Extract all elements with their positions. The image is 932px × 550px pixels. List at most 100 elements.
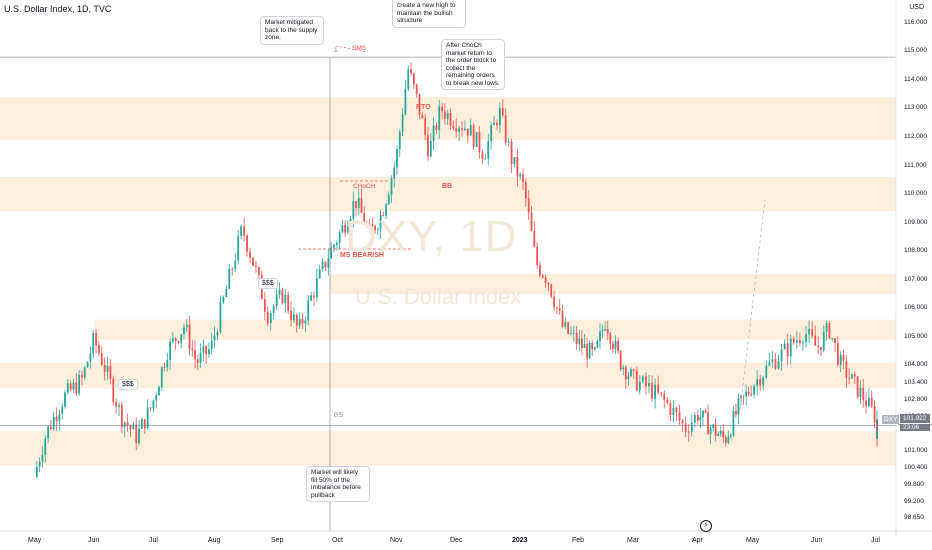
candle-body-81 (266, 311, 269, 324)
candle-body-197 (593, 347, 596, 350)
candle-body-3 (44, 438, 47, 455)
candle-body-172 (524, 182, 527, 199)
time-tick-label: Dec (450, 537, 463, 544)
candle-body-194 (586, 344, 588, 359)
countdown-tag: 23:06 (900, 424, 930, 431)
candle-body-126 (393, 167, 396, 179)
candle-body-162 (496, 122, 498, 126)
candle-body-61 (208, 349, 210, 355)
candle-body-89 (290, 310, 292, 321)
candle-body-58 (199, 352, 202, 363)
candle-body-130 (404, 88, 407, 115)
candle-body-155 (475, 132, 478, 147)
candle-body-69 (231, 268, 234, 270)
candle-body-244 (724, 437, 727, 444)
price-tick-label: 104.000 (904, 361, 928, 369)
candle-body-111 (352, 201, 355, 219)
candle-body-125 (390, 178, 393, 195)
candle-body-161 (493, 122, 495, 126)
candle-body-190 (575, 332, 578, 345)
candle-body-159 (487, 140, 490, 159)
candle-body-208 (622, 367, 625, 370)
candle-body-292 (862, 387, 865, 401)
candle-body-48 (171, 337, 174, 342)
candle-body-51 (180, 334, 183, 343)
candle-body-257 (759, 379, 762, 386)
candle-body-218 (651, 382, 653, 399)
candle-body-219 (654, 384, 656, 399)
candle-body-143 (441, 106, 443, 112)
candle-body-206 (617, 340, 619, 352)
price-tick-label: 115.000 (904, 47, 928, 55)
candle-body-52 (183, 327, 185, 335)
candle-body-200 (601, 330, 604, 332)
time-tick-label: Sep (271, 537, 284, 544)
candle-body-223 (666, 399, 669, 403)
symbol-tag: DXY (882, 415, 900, 424)
lightning-icon[interactable]: ⚡︎ (700, 520, 712, 532)
currency-label: USD (909, 4, 924, 11)
watermark-symbol: DXY, 1D (345, 212, 518, 261)
candle-body-205 (614, 340, 617, 349)
candle-body-251 (742, 395, 745, 397)
candle-body-50 (177, 341, 180, 343)
candle-body-154 (472, 125, 475, 147)
candle-body-103 (330, 247, 333, 259)
candle-body-253 (747, 391, 750, 395)
price-tick-label: 111.000 (904, 161, 927, 169)
candle-body-147 (452, 125, 455, 129)
candle-body-246 (729, 435, 732, 437)
candle-body-192 (581, 338, 583, 349)
price-tick-label: 112.000 (904, 133, 928, 141)
candle-body-226 (675, 407, 678, 413)
candle-body-279 (825, 323, 828, 332)
candle-body-31 (123, 422, 126, 428)
candle-body-74 (246, 235, 248, 252)
candle-body-102 (327, 258, 330, 268)
candle-body-213 (635, 370, 638, 391)
candle-body-45 (163, 367, 166, 368)
candle-body-82 (269, 313, 272, 324)
candle-body-47 (169, 341, 172, 361)
candle-body-139 (429, 140, 432, 157)
candle-body-16 (81, 374, 83, 378)
ms-bearish-label: MS BEARISH (340, 252, 384, 259)
time-tick-label: May (746, 537, 760, 544)
zone-3 (95, 319, 896, 340)
candle-body-164 (501, 108, 504, 116)
candle-body-177 (539, 264, 541, 276)
candle-body-86 (281, 289, 284, 304)
candle-body-150 (461, 128, 463, 131)
candle-body-252 (745, 391, 748, 397)
candle-body-237 (707, 412, 709, 435)
candle-body-145 (446, 113, 449, 119)
candles-layer (35, 62, 878, 478)
candle-body-120 (376, 229, 379, 231)
candle-body-131 (407, 69, 410, 89)
candle-body-84 (275, 294, 278, 307)
candle-body-182 (553, 296, 555, 308)
callout-mitigated-text: Market mitigated back to the supply zone… (265, 19, 318, 41)
candle-body-232 (693, 415, 696, 423)
candle-body-22 (98, 345, 100, 354)
candle-body-77 (255, 265, 257, 268)
candle-body-88 (287, 294, 290, 311)
candle-body-175 (533, 231, 536, 247)
candle-body-140 (432, 125, 435, 141)
candle-body-20 (92, 333, 95, 354)
candle-body-123 (385, 204, 387, 216)
candle-body-7 (55, 416, 58, 422)
candle-body-63 (213, 335, 216, 341)
candle-body-168 (513, 157, 516, 164)
candle-body-19 (89, 353, 92, 363)
candle-body-185 (561, 310, 564, 327)
candle-body-110 (349, 218, 352, 227)
candle-body-187 (567, 322, 570, 334)
candle-body-189 (572, 332, 575, 334)
price-tick-label: 110.000 (904, 190, 928, 198)
candle-body-303 (876, 431, 878, 437)
candle-body-101 (324, 261, 327, 268)
candle-body-260 (768, 362, 771, 366)
candle-body-119 (374, 226, 377, 231)
